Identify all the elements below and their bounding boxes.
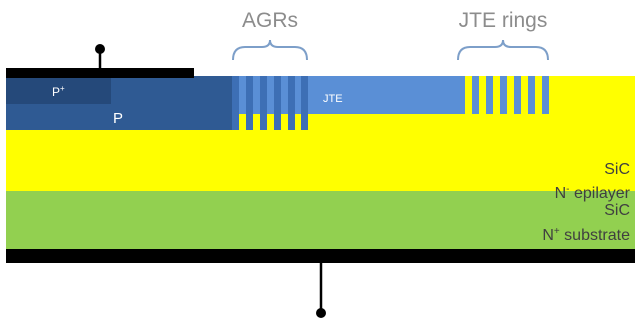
agr-stripe (260, 76, 267, 130)
jte-rings-bracket (457, 39, 549, 61)
agrs-label: AGRs (242, 9, 298, 32)
jte-region (307, 76, 459, 114)
jte-ring (458, 76, 465, 114)
epilayer-label-material: SiC (604, 161, 630, 178)
agr-gap (281, 114, 288, 130)
agrs-bracket (232, 39, 308, 61)
agr-stripe (274, 76, 281, 130)
jte-rings-label: JTE rings (459, 9, 548, 32)
agr-gap (295, 114, 301, 130)
jte-ring (500, 76, 507, 114)
cathode-contact (6, 249, 635, 263)
jte-label: JTE (323, 93, 343, 105)
jte-ring (528, 76, 535, 114)
jte-ring (542, 76, 549, 114)
p-label: P (113, 110, 123, 127)
anode-contact (6, 68, 194, 78)
substrate-region (6, 191, 635, 249)
agr-stripe (232, 76, 239, 130)
agr-gap (267, 114, 274, 130)
epilayer-label-type: N- epilayer (555, 184, 631, 202)
p-plus-region (6, 76, 111, 104)
agr-gap (239, 114, 246, 130)
jte-ring (472, 76, 479, 114)
jte-under-agrs (232, 76, 308, 114)
jte-ring (486, 76, 493, 114)
agr-gap (253, 114, 260, 130)
substrate-label-type: N+ substrate (542, 226, 630, 244)
agr-stripe (246, 76, 253, 130)
agr-stripe (288, 76, 295, 130)
jte-ring-stripes (458, 76, 549, 114)
agr-gaps (239, 114, 301, 130)
substrate-label-material: SiC (604, 202, 630, 219)
agr-stripe (301, 76, 308, 130)
anode-terminal (95, 44, 105, 54)
agr-stripes (232, 76, 308, 130)
jte-ring (514, 76, 521, 114)
p-plus-label: P+ (52, 84, 65, 99)
cathode-terminal (316, 308, 326, 318)
